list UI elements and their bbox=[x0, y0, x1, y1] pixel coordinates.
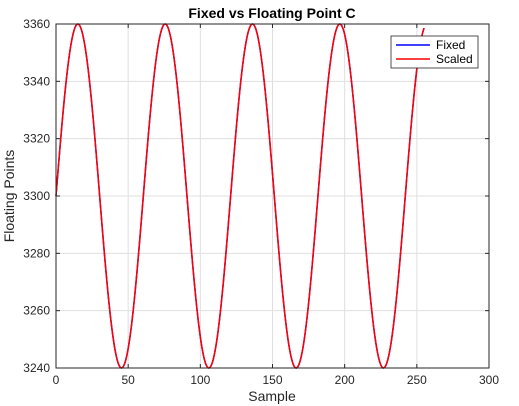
grid bbox=[56, 24, 489, 368]
series-line-scaled bbox=[55, 23, 425, 369]
chart-title: Fixed vs Floating Point C bbox=[188, 5, 355, 21]
x-tick-label: 300 bbox=[479, 373, 499, 387]
x-tick-label: 100 bbox=[190, 373, 210, 387]
ticks: 0 50 100 150 200 250 300 3240 3260 3280 3300 3320 33… bbox=[23, 17, 499, 387]
y-tick-label: 3320 bbox=[23, 132, 50, 146]
y-tick-label: 3260 bbox=[23, 304, 50, 318]
legend-box bbox=[390, 35, 479, 69]
legend-label-fixed: Fixed bbox=[436, 38, 465, 52]
y-tick-label: 3240 bbox=[23, 361, 50, 375]
legend-label-scaled: Scaled bbox=[436, 52, 473, 66]
y-axis-label: Floating Points bbox=[1, 150, 17, 243]
x-tick-label: 150 bbox=[262, 373, 282, 387]
x-axis-label: Sample bbox=[248, 388, 296, 404]
y-tick-label: 3360 bbox=[23, 17, 50, 31]
y-tick-label: 3280 bbox=[23, 246, 50, 260]
legend: Fixed Scaled bbox=[390, 35, 479, 69]
x-tick-label: 50 bbox=[121, 373, 135, 387]
x-tick-label: 0 bbox=[53, 373, 60, 387]
y-tick-label: 3340 bbox=[23, 74, 50, 88]
x-tick-label: 200 bbox=[335, 373, 355, 387]
series-lines bbox=[55, 23, 425, 369]
x-tick-label: 250 bbox=[407, 373, 427, 387]
y-tick-label: 3300 bbox=[23, 189, 50, 203]
